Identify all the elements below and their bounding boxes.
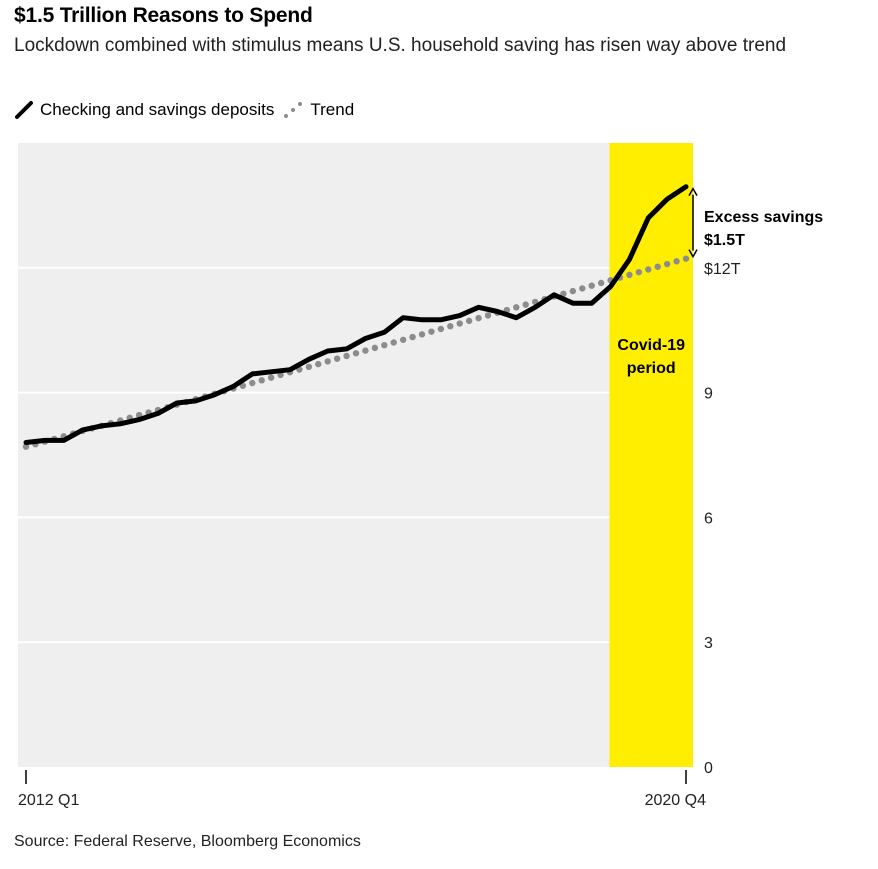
trend-point (333, 355, 341, 362)
trend-point (465, 317, 473, 325)
trend-point (428, 328, 435, 335)
trend-point (249, 379, 256, 387)
trend-point (569, 287, 577, 295)
trend-point (22, 443, 30, 450)
trend-point (343, 352, 350, 360)
trend-point (456, 320, 463, 327)
trend-point (371, 344, 379, 352)
trend-point (484, 312, 492, 319)
y-tick-label: 6 (704, 510, 713, 527)
chart-title: $1.5 Trillion Reasons to Spend (14, 4, 313, 27)
annotation-line1: Excess savings (704, 209, 823, 226)
trend-point (475, 314, 482, 322)
trend-point (399, 336, 407, 343)
trend-point (588, 282, 595, 289)
trend-point (597, 279, 605, 287)
legend-item-deposits: Checking and savings deposits (14, 100, 274, 120)
trend-point (437, 325, 445, 333)
plot-background (18, 143, 693, 767)
trend-point (579, 285, 586, 292)
x-tick-label: 2012 Q1 (18, 792, 79, 809)
legend-item-trend: Trend (282, 100, 354, 120)
annotation-line2: $1.5T (704, 232, 745, 249)
solid-line-swatch-icon (15, 101, 33, 119)
trend-point (645, 266, 652, 273)
y-tick-label: $12T (704, 261, 741, 278)
trend-point (305, 363, 313, 371)
annotation-arrow-down (688, 249, 698, 259)
annotation-arrow-up (688, 187, 698, 197)
trend-point (654, 263, 661, 270)
trend-point (409, 333, 416, 341)
highlight-label-line2: period (627, 360, 676, 377)
y-tick-label: 3 (704, 635, 713, 652)
legend-label-deposits: Checking and savings deposits (40, 100, 275, 119)
y-tick-label: 9 (704, 386, 713, 403)
trend-point (513, 304, 520, 311)
trend-point (418, 331, 426, 338)
trend-point (267, 374, 275, 381)
legend: Checking and savings deposits Trend (14, 100, 362, 120)
deposits-line (23, 184, 689, 445)
trend-point (663, 260, 671, 268)
trend-point (258, 377, 265, 384)
trend-point (390, 339, 397, 346)
trend-point (673, 258, 680, 265)
highlight-label-line1: Covid-19 (617, 337, 685, 354)
trend-point (635, 268, 643, 276)
chart-subtitle: Lockdown combined with stimulus means U.… (14, 35, 787, 56)
trend-point (522, 301, 529, 308)
dotted-line-swatch-icon (284, 102, 303, 118)
trend-point (626, 271, 633, 279)
covid-period-highlight (609, 143, 693, 767)
trend-point (560, 290, 567, 297)
trend-point (315, 360, 322, 368)
trend-point (682, 255, 690, 262)
trend-point (362, 347, 369, 354)
legend-label-trend: Trend (310, 100, 355, 119)
y-tick-label: 0 (704, 760, 713, 777)
trend-point (324, 358, 331, 365)
x-tick-label: 2020 Q4 (645, 792, 706, 809)
trend-point (381, 341, 388, 349)
source-note: Source: Federal Reserve, Bloomberg Econo… (14, 833, 361, 850)
trend-point (447, 323, 454, 330)
trend-point (352, 350, 360, 357)
